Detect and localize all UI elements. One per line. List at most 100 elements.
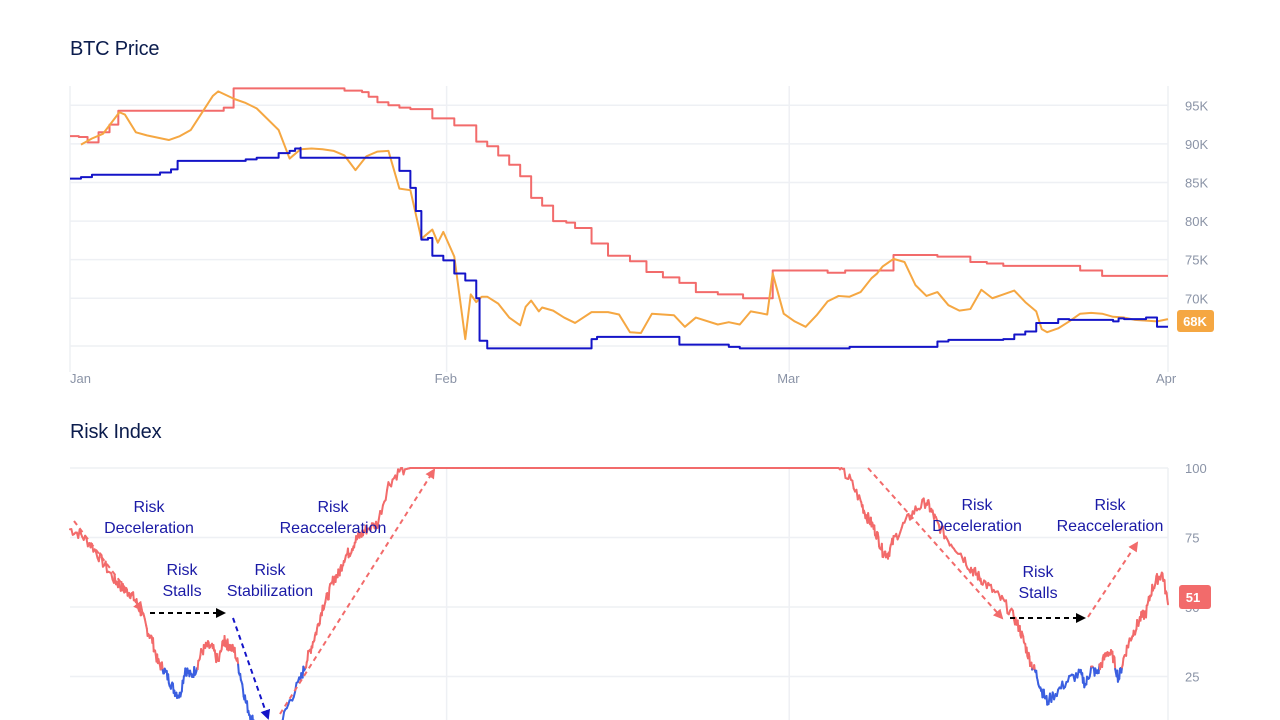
- risk-series-segment: [241, 688, 245, 698]
- risk-series-segment: [877, 536, 881, 548]
- risk-series-segment: [1045, 694, 1049, 706]
- risk-series-segment: [1025, 646, 1029, 657]
- annotation-label: Risk: [1094, 497, 1126, 514]
- risk-series-segment: [113, 573, 117, 583]
- annotation-label: Stalls: [1018, 585, 1057, 602]
- y-tick-label: 75K: [1185, 253, 1208, 268]
- price-chart-title: BTC Price: [70, 38, 160, 60]
- risk-series-segment: [1018, 624, 1022, 637]
- arrow-deceleration-1: [73, 520, 144, 612]
- risk-series-segment: [1165, 591, 1169, 601]
- risk-series-segment: [1005, 599, 1009, 615]
- annotation-label: Deceleration: [104, 520, 194, 537]
- price-series-red: [70, 87, 1168, 300]
- risk-series-segment: [315, 627, 319, 636]
- price-last-value-text: 68K: [1183, 314, 1207, 329]
- risk-series-segment: [110, 572, 114, 581]
- risk-series-segment: [1016, 619, 1020, 632]
- risk-series-segment: [239, 672, 242, 681]
- annotation-label: Reacceleration: [1057, 518, 1164, 535]
- risk-series-segment: [974, 566, 977, 576]
- arrow-deceleration-2: [867, 467, 1004, 620]
- risk-series-segment: [941, 525, 946, 540]
- risk-series-segment: [338, 566, 342, 577]
- risk-series-segment: [215, 652, 219, 662]
- risk-series-segment: [939, 525, 943, 534]
- risk-series-segment: [891, 535, 895, 546]
- risk-series-segment: [1035, 669, 1038, 679]
- price-series-orange: [80, 90, 1169, 341]
- risk-series-segment: [1011, 609, 1016, 622]
- x-tick-label: Apr: [1156, 371, 1177, 386]
- risk-series-segment: [237, 663, 240, 674]
- annotation-label: Reacceleration: [280, 520, 387, 537]
- annotation-label: Stabilization: [227, 583, 313, 600]
- risk-series-segment: [182, 675, 185, 685]
- risk-series-segment: [281, 710, 286, 720]
- risk-series-segment: [306, 650, 310, 662]
- risk-series-segment: [384, 489, 389, 501]
- risk-series-segment: [251, 714, 254, 720]
- y-tick-label: 70K: [1185, 291, 1208, 306]
- annotation-label: Risk: [1022, 564, 1054, 581]
- risk-series-segment: [104, 560, 109, 574]
- risk-series-segment: [318, 614, 322, 625]
- x-tick-label: Jan: [70, 371, 91, 386]
- annotation-label: Risk: [317, 499, 349, 516]
- risk-series-segment: [390, 478, 394, 488]
- risk-series-segment: [888, 547, 892, 557]
- risk-series-segment: [1101, 657, 1104, 669]
- risk-series-segment: [243, 694, 247, 704]
- annotation-label: Deceleration: [932, 518, 1022, 535]
- risk-series-segment: [1125, 644, 1128, 657]
- risk-series-segment: [1028, 655, 1032, 668]
- risk-series-segment: [1145, 604, 1148, 619]
- risk-series-segment: [1121, 657, 1125, 666]
- risk-series-segment: [132, 591, 135, 602]
- risk-series-segment: [1118, 667, 1121, 680]
- x-tick-label: Feb: [435, 371, 457, 386]
- risk-series-segment: [167, 673, 170, 684]
- arrow-reacceleration-1: [279, 468, 436, 715]
- risk-last-value-badge: [1179, 585, 1211, 609]
- risk-series-segment: [248, 714, 252, 720]
- risk-series-segment: [1042, 688, 1046, 699]
- risk-series-segment: [233, 646, 237, 659]
- risk-series-segment: [152, 637, 155, 653]
- annotation-label: Risk: [254, 562, 286, 579]
- risk-series-segment: [963, 556, 968, 567]
- risk-series-segment: [213, 649, 217, 658]
- price-chart: 95K 90K 85K 80K 75K 70K Jan Feb Mar Apr 68K: [69, 86, 1214, 386]
- risk-series-segment: [196, 659, 200, 671]
- risk-series-segment: [217, 653, 221, 663]
- risk-series-segment: [1113, 656, 1117, 670]
- risk-series-segment: [327, 586, 331, 601]
- risk-series-segment: [873, 524, 876, 537]
- risk-series-segment: [380, 504, 384, 515]
- price-series-blue: [70, 146, 1168, 350]
- price-last-value-badge: [1177, 310, 1214, 332]
- risk-series-segment: [919, 498, 924, 509]
- risk-series-segment: [1055, 688, 1060, 698]
- annotation-label: Risk: [166, 562, 198, 579]
- x-tick-label: Mar: [777, 371, 800, 386]
- y-tick-label: 90K: [1185, 137, 1208, 152]
- arrow-reacceleration-2: [1087, 541, 1139, 618]
- risk-series-segment: [851, 479, 855, 490]
- risk-series-segment: [1166, 598, 1169, 606]
- risk-chart-title: Risk Index: [70, 421, 162, 443]
- y-tick-label: 85K: [1185, 175, 1208, 190]
- risk-series-segment: [395, 468, 400, 481]
- risk-series-segment: [928, 503, 931, 513]
- risk-series-segment: [843, 467, 847, 479]
- risk-last-value-text: 51: [1186, 590, 1200, 605]
- y-tick-label: 25: [1185, 670, 1199, 685]
- risk-series-segment: [160, 661, 164, 672]
- risk-series-segment: [376, 518, 380, 530]
- risk-series-segment: [369, 522, 373, 532]
- risk-series-segment: [236, 657, 240, 666]
- y-tick-label: 95K: [1185, 98, 1208, 113]
- annotation-label: Stalls: [162, 583, 201, 600]
- annotation-label: Risk: [133, 499, 165, 516]
